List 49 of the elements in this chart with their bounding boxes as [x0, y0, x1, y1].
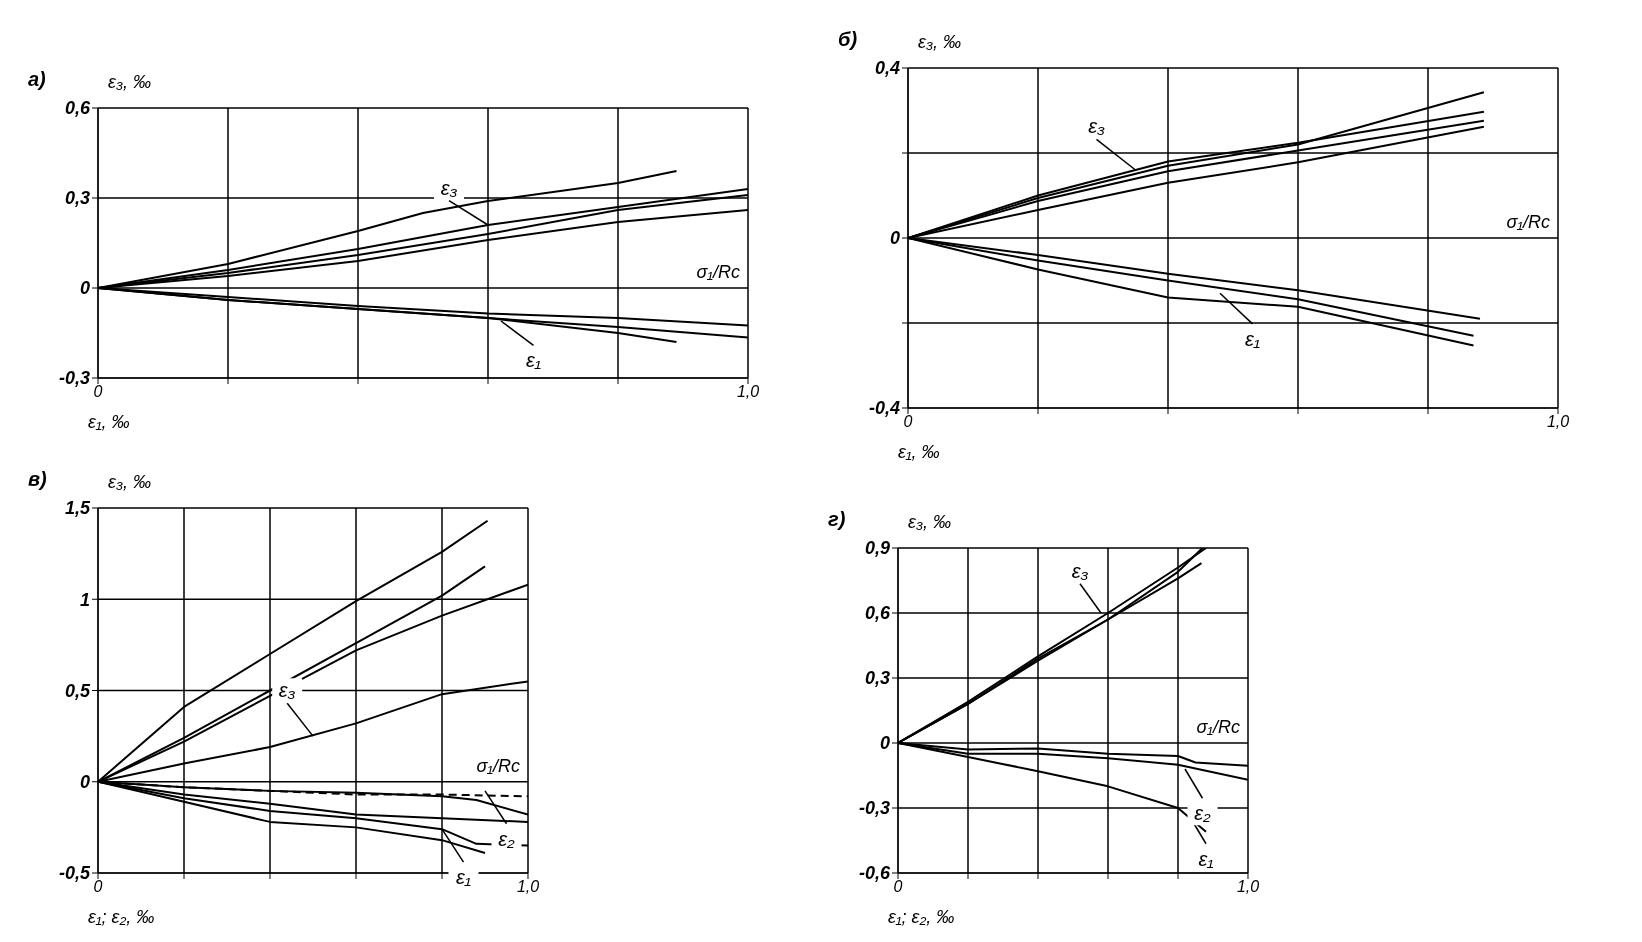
x-tick-label: 1,0	[736, 383, 760, 401]
y-tick-label: 0,3	[864, 668, 890, 689]
y-tick-label: 0,5	[64, 680, 91, 701]
y-tick-label: -0,3	[58, 368, 90, 389]
annotation: ε₃	[1071, 559, 1089, 582]
y-tick-label: 0,6	[864, 603, 891, 624]
annotation: ε₁	[1244, 327, 1261, 350]
y-tick-label: 0,4	[874, 58, 900, 79]
y-tick-label: 0,3	[64, 188, 90, 209]
chart-title: а)	[28, 68, 46, 91]
y-tick-label: 0	[79, 278, 90, 299]
annotation: ε₁	[1198, 847, 1214, 870]
x-axis-title: σ₁/Rc	[476, 756, 520, 777]
y-tick-label: 0	[889, 228, 900, 249]
y-tick-label: -0,6	[858, 863, 891, 884]
x-axis-title: σ₁/Rc	[696, 262, 740, 283]
annotation: ε₁	[525, 349, 542, 372]
text: ε₁; ε₂, ‰	[88, 907, 155, 928]
y-axis-title: ε₃, ‰	[918, 32, 962, 53]
x-axis-title: σ₁/Rc	[1196, 717, 1240, 738]
annotation: ε₃	[1088, 115, 1105, 138]
text: ε₁; ε₂, ‰	[888, 907, 955, 928]
chart-title: б)	[838, 28, 858, 51]
x-axis-title: σ₁/Rc	[1506, 212, 1550, 233]
annotation: ε₂	[498, 827, 516, 850]
x-tick-label: 1,0	[1236, 878, 1260, 896]
chart-title: г)	[828, 508, 846, 531]
y-axis-title: ε₃, ‰	[108, 72, 152, 93]
x-tick-label: 1,0	[1546, 413, 1570, 431]
y-tick-label: 0,9	[864, 538, 890, 559]
y-tick-label: 0	[79, 772, 90, 793]
y-tick-label: -0,4	[868, 398, 900, 419]
text: ε₁, ‰	[88, 412, 130, 433]
y-tick-label: -0,3	[858, 798, 890, 819]
annotation: ε₂	[1194, 802, 1212, 825]
y-axis-title: ε₃, ‰	[908, 512, 952, 533]
text: ε₁, ‰	[898, 442, 940, 463]
x-tick-label: 0	[93, 878, 103, 896]
x-tick-label: 1,0	[516, 878, 540, 896]
chart-title: в)	[28, 468, 47, 491]
annotation: ε₃	[278, 679, 296, 702]
y-tick-label: 1	[79, 589, 90, 610]
y-tick-label: 0	[879, 733, 890, 754]
y-tick-label: 0,6	[64, 98, 91, 119]
y-axis-title: ε₃, ‰	[108, 472, 152, 493]
annotation: ε₃	[440, 176, 458, 199]
y-tick-label: 1,5	[64, 498, 91, 519]
annotation: ε₁	[455, 866, 472, 889]
y-tick-label: -0,5	[58, 863, 91, 884]
